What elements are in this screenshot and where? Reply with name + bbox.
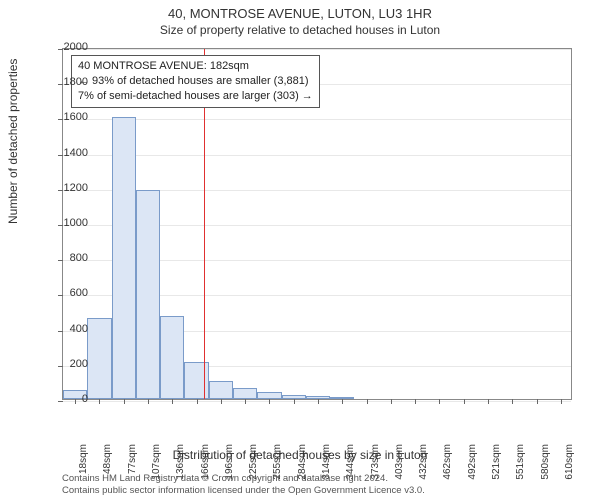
xtick-mark [512,399,513,404]
attribution-footer: Contains HM Land Registry data © Crown c… [62,473,425,497]
y-axis-label: Number of detached properties [6,59,20,224]
ytick-label: 2000 [48,41,88,53]
xtick-mark [294,399,295,404]
ytick-label: 0 [48,393,88,405]
ytick-label: 200 [48,358,88,370]
histogram-bar [209,381,233,399]
histogram-bar [160,316,184,399]
page-title: 40, MONTROSE AVENUE, LUTON, LU3 1HR [0,0,600,21]
gridline [63,401,571,402]
xtick-mark [172,399,173,404]
info-line: 40 MONTROSE AVENUE: 182sqm [78,59,313,74]
xtick-mark [197,399,198,404]
ytick-label: 1600 [48,111,88,123]
gridline [63,49,571,50]
ytick-label: 1000 [48,217,88,229]
xtick-mark [561,399,562,404]
ytick-label: 600 [48,287,88,299]
ytick-label: 1800 [48,76,88,88]
xtick-mark [415,399,416,404]
gridline [63,119,571,120]
footer-line-1: Contains HM Land Registry data © Crown c… [62,473,425,485]
xtick-mark [245,399,246,404]
histogram-bar [136,190,160,399]
histogram-bar [112,117,136,399]
histogram-bar [233,388,257,399]
xtick-mark [391,399,392,404]
ytick-label: 1400 [48,147,88,159]
ytick-label: 800 [48,252,88,264]
histogram-bar [87,318,111,399]
xtick-mark [439,399,440,404]
ytick-label: 1200 [48,182,88,194]
footer-line-2: Contains public sector information licen… [62,485,425,497]
xtick-mark [488,399,489,404]
xtick-mark [318,399,319,404]
x-axis-label: Distribution of detached houses by size … [0,448,600,462]
xtick-mark [367,399,368,404]
xtick-mark [99,399,100,404]
page-subtitle: Size of property relative to detached ho… [0,21,600,37]
info-annotation-box: 40 MONTROSE AVENUE: 182sqm← 93% of detac… [71,55,320,108]
chart-plot-area: 40 MONTROSE AVENUE: 182sqm← 93% of detac… [62,48,572,400]
gridline [63,155,571,156]
xtick-mark [148,399,149,404]
xtick-mark [269,399,270,404]
histogram-bar [257,392,281,399]
ytick-label: 400 [48,323,88,335]
info-line: ← 93% of detached houses are smaller (3,… [78,74,313,89]
xtick-mark [537,399,538,404]
xtick-mark [342,399,343,404]
xtick-mark [221,399,222,404]
info-line: 7% of semi-detached houses are larger (3… [78,89,313,104]
xtick-mark [464,399,465,404]
xtick-mark [124,399,125,404]
